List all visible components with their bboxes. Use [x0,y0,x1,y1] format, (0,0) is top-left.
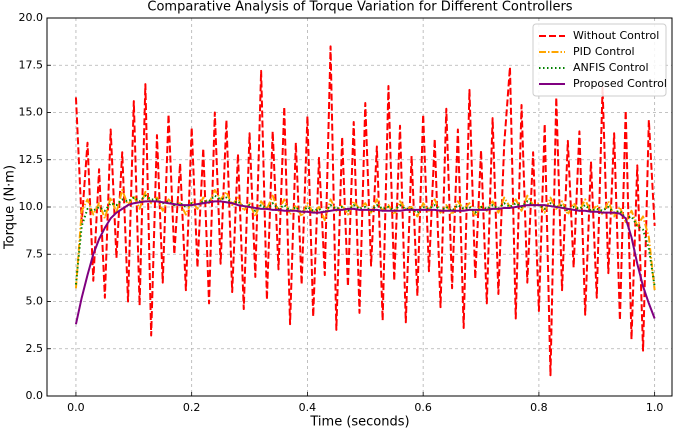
x-axis-label: Time (seconds) [309,415,409,430]
x-tick-label: 0.2 [183,401,201,414]
y-tick-label: 17.5 [19,58,44,71]
y-tick-label: 10.0 [19,200,44,213]
legend-label: Without Control [573,29,659,42]
x-tick-label: 1.0 [646,401,664,414]
legend: Without Control PID Control ANFIS Control P… [532,23,667,97]
chart-title: Comparative Analysis of Torque Variation… [147,0,572,15]
x-tick-label: 0.4 [299,401,317,414]
legend-label: Proposed Control [573,77,667,90]
legend-label: ANFIS Control [573,61,649,74]
legend-label: PID Control [573,45,635,58]
x-tick-label: 0.0 [67,401,85,414]
x-tick-label: 0.8 [530,401,548,414]
plot-frame [46,17,673,397]
y-axis-label: Torque (N·m) [3,165,18,250]
y-tick-label: 7.5 [26,247,44,260]
y-tick-label: 5.0 [26,295,44,308]
x-tick-label: 0.6 [414,401,432,414]
y-tick-label: 20.0 [19,11,44,24]
series-line [74,194,656,287]
series-line [74,45,656,377]
y-tick-label: 15.0 [19,106,44,119]
y-tick-label: 12.5 [19,153,44,166]
series-line [74,200,656,325]
legend-box [532,23,667,97]
y-tick-label: 0.0 [26,389,44,402]
y-tick-label: 2.5 [26,342,44,355]
